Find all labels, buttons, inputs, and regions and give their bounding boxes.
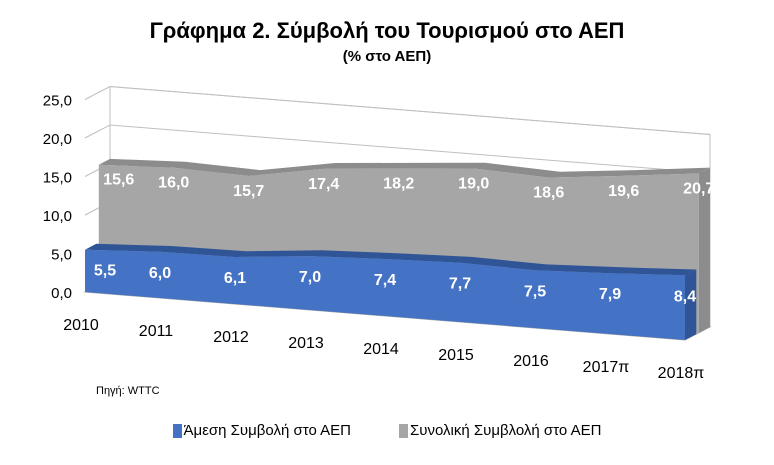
x-tick-label: 2012 bbox=[213, 329, 249, 346]
legend-item-total: Συνολική Συμβλολή στο ΑΕΠ bbox=[398, 422, 602, 439]
data-label: 6,0 bbox=[149, 265, 171, 282]
legend-swatch-total bbox=[398, 423, 408, 438]
series-1-top bbox=[98, 158, 711, 178]
gridline bbox=[84, 85, 711, 135]
data-label: 16,0 bbox=[158, 175, 189, 192]
legend-swatch-direct bbox=[172, 423, 182, 438]
chart-subtitle: (% στο ΑΕΠ) bbox=[342, 48, 432, 65]
data-label: 18,2 bbox=[383, 176, 414, 193]
series-0-top bbox=[85, 243, 697, 276]
legend-label-total: Συνολική Συμβλολή στο ΑΕΠ bbox=[409, 422, 602, 439]
source-note: Πηγή: WTTC bbox=[96, 385, 160, 397]
data-label: 5,5 bbox=[94, 263, 116, 280]
x-tick-label: 2018π bbox=[658, 365, 705, 382]
series-1-side bbox=[698, 167, 710, 333]
data-label: 17,4 bbox=[308, 176, 339, 193]
y-tick-label: 20,0 bbox=[43, 131, 72, 148]
y-tick-label: 0,0 bbox=[51, 285, 72, 302]
data-label: 6,1 bbox=[224, 270, 246, 287]
data-label: 7,7 bbox=[449, 276, 471, 293]
y-tick-label: 25,0 bbox=[43, 93, 72, 110]
x-tick-label: 2011 bbox=[139, 323, 174, 340]
data-label: 15,7 bbox=[233, 183, 264, 200]
series-0-side bbox=[685, 269, 697, 340]
data-label: 15,6 bbox=[103, 172, 134, 189]
chart-legend: Άμεση Συμβολή στο ΑΕΠ Συνολική Συμβλολή … bbox=[0, 422, 774, 439]
data-label: 20,7 bbox=[683, 180, 714, 197]
y-tick-label: 15,0 bbox=[43, 170, 72, 187]
y-tick-label: 5,0 bbox=[51, 247, 72, 264]
x-tick-label: 2016 bbox=[513, 353, 549, 370]
x-tick-label: 2017π bbox=[583, 359, 630, 376]
data-label: 18,6 bbox=[533, 185, 564, 202]
data-label: 19,0 bbox=[458, 176, 489, 193]
y-tick-label: 10,0 bbox=[43, 208, 72, 225]
chart-title: Γράφημα 2. Σύμβολή του Τουρισμού στο ΑΕΠ bbox=[149, 18, 625, 43]
x-tick-label: 2010 bbox=[63, 317, 99, 334]
data-label: 7,4 bbox=[374, 272, 396, 289]
gridline bbox=[84, 124, 711, 174]
data-label: 19,6 bbox=[608, 183, 639, 200]
legend-label-direct: Άμεση Συμβολή στο ΑΕΠ bbox=[183, 422, 351, 439]
legend-item-direct: Άμεση Συμβολή στο ΑΕΠ bbox=[172, 422, 351, 439]
data-label: 7,5 bbox=[524, 283, 546, 300]
data-label: 7,0 bbox=[299, 269, 321, 286]
x-tick-label: 2015 bbox=[438, 347, 474, 364]
series-0-area bbox=[85, 249, 685, 340]
data-label: 7,9 bbox=[599, 286, 621, 303]
x-tick-label: 2014 bbox=[363, 341, 399, 358]
data-label: 8,4 bbox=[674, 288, 696, 305]
x-tick-label: 2013 bbox=[288, 335, 324, 352]
